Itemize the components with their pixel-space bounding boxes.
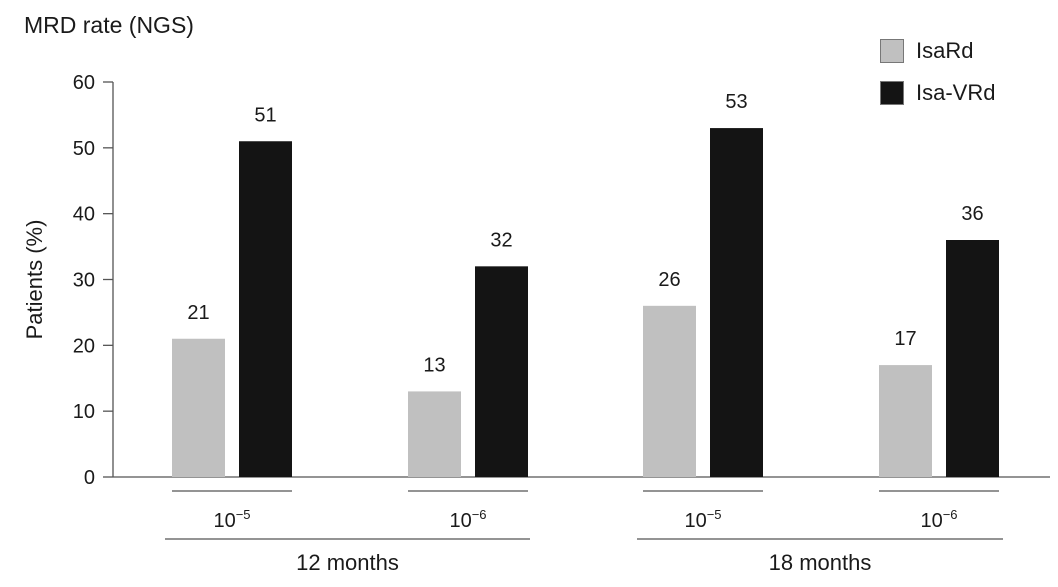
data-label: 51 [254,104,276,126]
subgroup-label: 10−6 [920,507,957,532]
data-label: 32 [490,229,512,251]
y-tick-label: 0 [84,467,95,489]
legend-item-isard: IsaRd [880,34,995,68]
data-label: 21 [187,302,209,324]
bar-isard [879,365,932,477]
subgroup-label: 10−5 [684,507,721,532]
y-tick-label: 40 [73,204,95,226]
group-label: 12 months [296,550,399,575]
chart-title: MRD rate (NGS) [24,12,194,38]
y-tick-label: 10 [73,401,95,423]
bar-isard [408,391,461,477]
data-label: 53 [725,91,747,113]
bar-isa-vrd [475,266,528,477]
bar-isard [643,305,696,477]
y-tick-label: 60 [73,72,95,94]
bar-isa-vrd [946,240,999,477]
subgroup-label: 10−6 [449,507,486,532]
data-label: 36 [961,203,983,225]
y-tick-label: 50 [73,138,95,160]
chart-legend: IsaRd Isa-VRd [880,34,995,118]
y-tick-label: 30 [73,270,95,292]
legend-item-isa-vrd: Isa-VRd [880,76,995,110]
y-tick-label: 20 [73,335,95,357]
bar-isa-vrd [710,128,763,478]
data-label: 13 [423,354,445,376]
group-label: 18 months [769,550,872,575]
data-label: 17 [894,328,916,350]
subgroup-label: 10−5 [213,507,250,532]
legend-label-isard: IsaRd [916,38,974,63]
y-axis-label: Patients (%) [22,220,47,340]
legend-swatch-isard [880,39,904,63]
legend-swatch-isa-vrd [880,81,904,105]
bar-isa-vrd [239,141,292,477]
bar-isard [172,338,225,477]
data-label: 26 [658,269,680,291]
legend-label-isa-vrd: Isa-VRd [916,80,996,105]
